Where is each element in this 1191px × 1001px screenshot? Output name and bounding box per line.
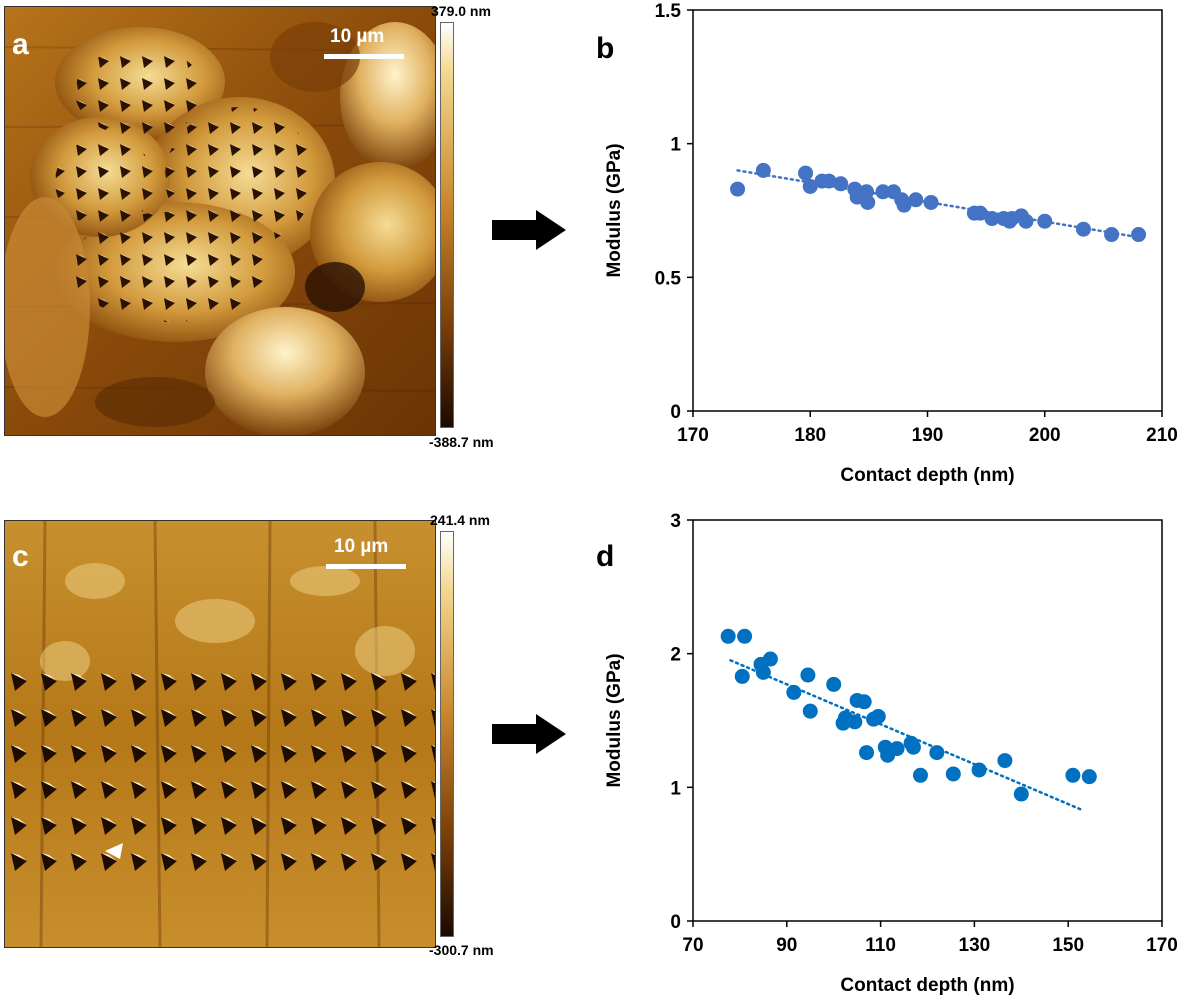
y-axis-label: Modulus (GPa): [604, 653, 625, 787]
data-point: [912, 767, 928, 783]
y-axis-label: Modulus (GPa): [604, 143, 625, 277]
data-point: [847, 714, 863, 730]
data-point: [802, 703, 818, 719]
afm-image-a: [4, 6, 436, 436]
data-point: [972, 205, 988, 221]
data-point: [1104, 227, 1120, 243]
data-point: [755, 162, 771, 178]
colorbar-min-c: -300.7 nm: [429, 942, 494, 958]
data-point: [1037, 213, 1053, 229]
data-point: [1131, 227, 1147, 243]
data-point: [896, 197, 912, 213]
panel-letter-d: d: [596, 540, 615, 573]
chart-b: 170 180 190 200 210 0 0.5 1 1.5 Contact depth (nm…: [604, 1, 1178, 486]
x-tick-label: 200: [1029, 425, 1061, 446]
x-tick-label: 150: [1052, 935, 1084, 956]
scale-bar-label-c: 10 µm: [334, 536, 389, 557]
scale-bar-c: [326, 564, 406, 569]
colorbar-a: [440, 22, 454, 428]
chart-d: 70 90 110 130 150 170 0 1 2 3 Contact depth (nm) Mo…: [604, 511, 1178, 996]
data-point: [971, 762, 987, 778]
data-point: [1013, 786, 1029, 802]
scale-bar-a: [324, 54, 404, 59]
x-tick-label: 170: [1146, 935, 1178, 956]
x-tick-label: 170: [677, 425, 709, 446]
scale-bar-label-a: 10 µm: [330, 26, 385, 47]
y-tick-label: 2: [670, 645, 681, 666]
y-tick-label: 3: [670, 511, 681, 532]
data-point: [1075, 221, 1091, 237]
y-tick-label: 0: [670, 402, 681, 423]
data-point: [821, 173, 837, 189]
colorbar-max-a: 379.0 nm: [431, 3, 491, 19]
y-tick-label: 0.5: [655, 268, 682, 289]
afm-texture-a: [5, 7, 435, 435]
y-tick-label: 1.5: [655, 1, 682, 22]
afm-texture-c: [5, 521, 435, 947]
data-point: [856, 694, 872, 710]
data-point: [755, 664, 771, 680]
x-tick-label: 130: [959, 935, 991, 956]
data-point: [923, 194, 939, 210]
data-point: [905, 739, 921, 755]
data-point: [730, 181, 746, 197]
x-tick-label: 190: [912, 425, 944, 446]
data-point: [945, 766, 961, 782]
data-point: [786, 684, 802, 700]
plot-area-frame: [692, 9, 1163, 412]
data-point: [720, 628, 736, 644]
data-point: [984, 211, 1000, 227]
data-point: [860, 194, 876, 210]
data-point: [889, 741, 905, 757]
data-point: [737, 628, 753, 644]
data-point: [875, 184, 891, 200]
trendline: [729, 659, 1084, 812]
x-axis-label: Contact depth (nm): [840, 975, 1014, 996]
data-point: [798, 165, 814, 181]
data-point: [802, 178, 818, 194]
data-point: [833, 176, 849, 192]
colorbar-max-c: 241.4 nm: [430, 512, 490, 528]
data-point: [1065, 767, 1081, 783]
x-tick-label: 180: [794, 425, 826, 446]
data-point: [997, 753, 1013, 769]
y-tick-label: 1: [670, 135, 681, 156]
data-point: [929, 745, 945, 761]
afm-image-c: [4, 520, 436, 948]
colorbar-c: [440, 531, 454, 937]
data-point: [859, 745, 875, 761]
x-axis-label: Contact depth (nm): [840, 465, 1014, 486]
panel-letter-a: a: [12, 28, 29, 61]
x-tick-label: 210: [1146, 425, 1178, 446]
data-point: [870, 708, 886, 724]
panel-letter-b: b: [596, 32, 615, 65]
data-point: [826, 676, 842, 692]
x-tick-label: 110: [865, 935, 896, 956]
data-point: [734, 668, 750, 684]
data-point: [800, 667, 816, 683]
panel-letter-c: c: [12, 540, 29, 573]
data-point: [908, 192, 924, 208]
data-point: [1081, 769, 1097, 785]
right-arrow-icon: [492, 210, 566, 250]
x-tick-label: 90: [776, 935, 797, 956]
right-arrow-icon: [492, 714, 566, 754]
y-tick-label: 1: [670, 778, 681, 799]
plot-area-frame: [692, 519, 1163, 922]
data-point: [1018, 213, 1034, 229]
colorbar-min-a: -388.7 nm: [429, 434, 494, 450]
x-tick-label: 70: [682, 935, 703, 956]
data-point: [762, 651, 778, 667]
y-tick-label: 0: [670, 912, 681, 933]
